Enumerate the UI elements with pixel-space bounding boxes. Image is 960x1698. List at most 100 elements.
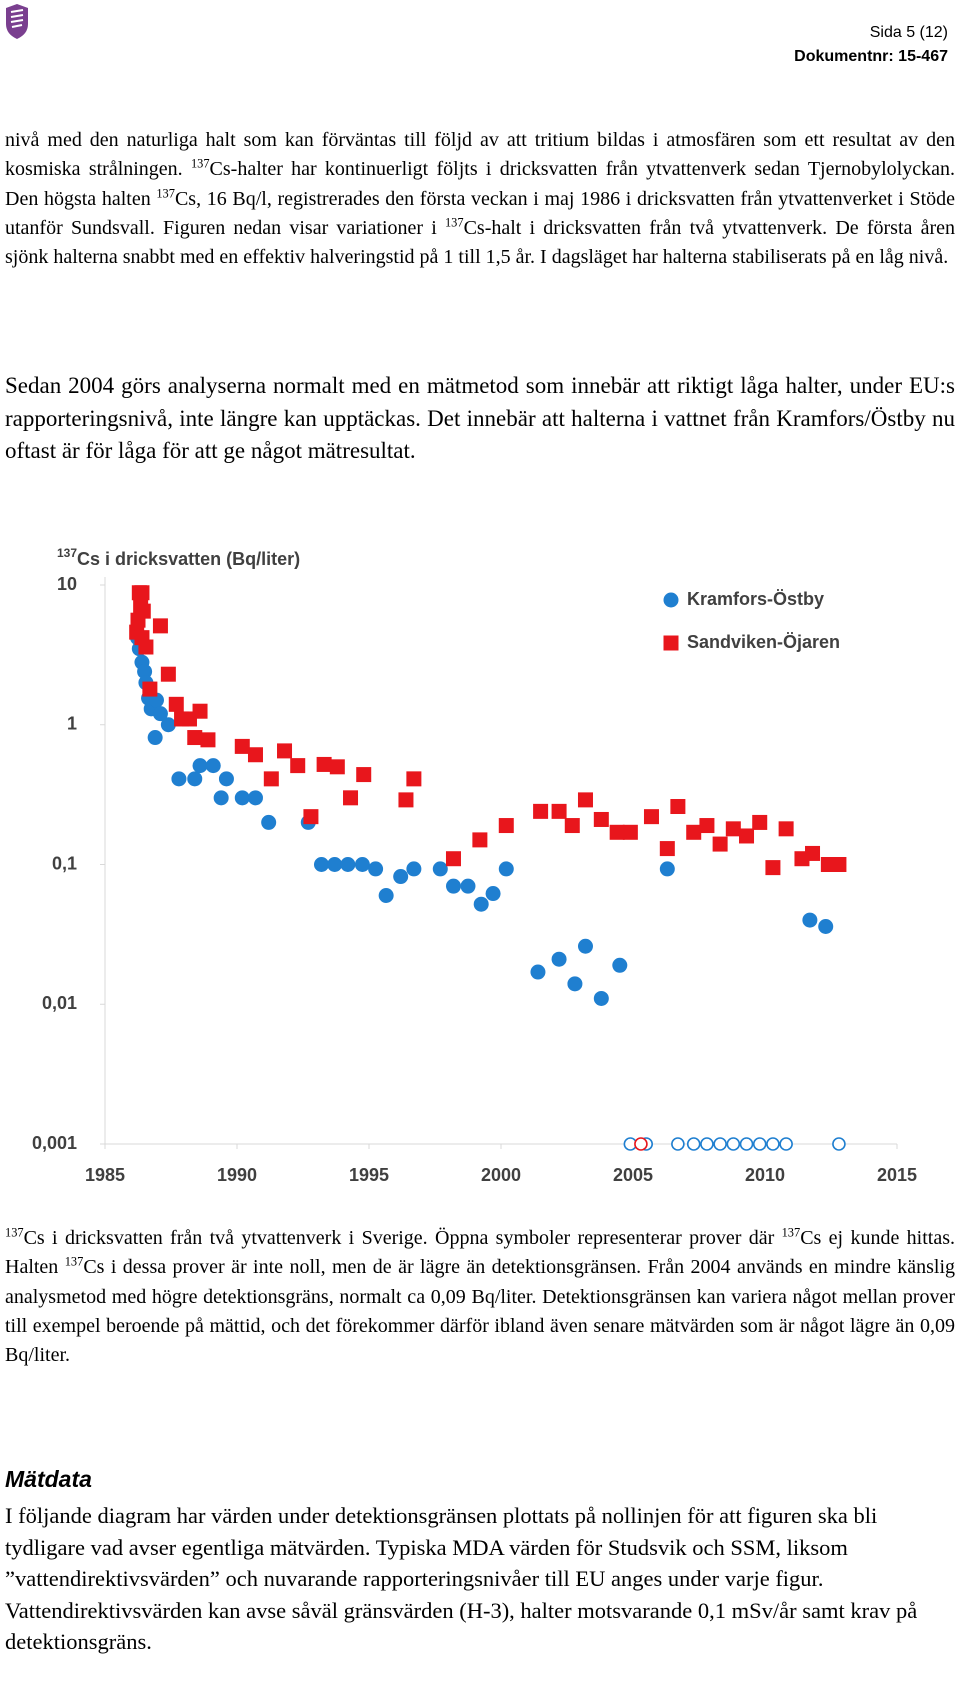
data-point [187, 730, 203, 746]
text-run: Cs i dricksvatten från två ytvattenverk … [23, 1227, 782, 1249]
data-point [393, 869, 409, 885]
data-point [700, 1137, 714, 1151]
data-point [303, 809, 319, 825]
data-point [593, 811, 609, 827]
data-point [234, 738, 250, 754]
data-point [313, 857, 329, 872]
data-point [445, 878, 461, 894]
data-point [277, 743, 293, 759]
legend-marker [663, 592, 679, 608]
data-point [530, 964, 546, 980]
data-point [200, 732, 216, 748]
logo [6, 4, 28, 39]
data-point [643, 809, 659, 825]
data-point [712, 836, 728, 852]
data-point [564, 818, 580, 834]
data-point [205, 758, 221, 774]
chart-title: 137Cs i dricksvatten (Bq/liter) [57, 546, 300, 569]
data-point [765, 860, 781, 876]
superscript: 137 [781, 1225, 801, 1240]
data-point [213, 790, 229, 806]
y-tick-label: 0,001 [32, 1133, 77, 1153]
data-point [622, 824, 638, 840]
doc-number: Dokumentnr: 15-467 [794, 48, 948, 65]
data-point [343, 790, 359, 806]
data-point [567, 976, 583, 992]
text-run: nivå med den naturliga halt som kan förv… [5, 129, 955, 181]
data-point [659, 861, 675, 877]
data-point [533, 803, 549, 819]
data-point [670, 799, 686, 815]
data-point [398, 792, 414, 808]
x-tick-label: 2015 [877, 1165, 917, 1185]
paragraph: Sedan 2004 görs analyserna normalt med e… [5, 370, 955, 468]
data-point [368, 861, 384, 877]
data-point [316, 756, 332, 772]
data-point [137, 664, 153, 680]
x-tick-label: 1990 [217, 1165, 257, 1185]
data-point [142, 681, 158, 697]
superscript: 137 [190, 156, 210, 171]
x-tick-label: 1985 [85, 1165, 125, 1185]
data-point [577, 792, 593, 808]
x-tick-label: 1995 [349, 1165, 389, 1185]
data-point [752, 1137, 767, 1151]
data-point [739, 1137, 754, 1151]
text-run: Cs-halt i dricksvatten från två ytvatten… [5, 216, 955, 269]
data-point [831, 857, 847, 872]
text-run: Cs ej kunde hittas. Halten [5, 1227, 956, 1279]
legend-label: Sandviken-Öjaren [687, 632, 840, 652]
data-point [766, 1137, 780, 1151]
chart: 137Cs i dricksvatten (Bq/liter) 10 1 0,1 0,… [32, 546, 917, 1185]
y-tick-label: 0,1 [52, 853, 77, 873]
data-point [290, 758, 306, 774]
data-point [671, 1137, 685, 1151]
x-tick-label: 2010 [745, 1165, 785, 1185]
data-point [171, 771, 187, 787]
data-point [739, 828, 755, 844]
data-point [247, 747, 263, 763]
title-text: Cs i dricksvatten (Bq/liter) [77, 549, 300, 569]
data-point [192, 703, 208, 719]
data-point [551, 951, 567, 967]
data-point [805, 845, 821, 861]
superscript: 137 [156, 185, 175, 200]
data-point [160, 666, 176, 682]
data-point [485, 886, 501, 902]
data-point [725, 821, 741, 837]
data-point [832, 1137, 846, 1151]
data-point [498, 861, 514, 877]
data-point [329, 759, 345, 775]
data-point [593, 990, 609, 1006]
paragraph: nivå med den naturliga halt som kan förv… [5, 126, 955, 272]
data-point [406, 861, 422, 877]
y-tick-label: 0,01 [42, 993, 77, 1013]
data-point [473, 896, 489, 912]
text-run: Cs-halter har kontinuerligt följts i dri… [5, 158, 955, 210]
data-point [686, 1137, 701, 1151]
data-point [327, 857, 343, 872]
data-point [609, 824, 625, 840]
text-run: Cs i dessa prover är inte noll, men de ä… [5, 1256, 956, 1367]
section-heading: Mätdata [5, 1466, 92, 1492]
y-tick-label: 10 [57, 574, 77, 594]
section-text: I följande diagram har värden under dete… [5, 1503, 918, 1654]
data-point [134, 585, 150, 601]
data-point [378, 888, 394, 904]
data-point [713, 1137, 727, 1151]
data-point [472, 832, 488, 848]
data-point [130, 612, 146, 628]
data-point [634, 1137, 648, 1151]
data-point [168, 696, 184, 712]
data-point [752, 814, 768, 830]
data-point [247, 790, 263, 806]
data-point [263, 771, 279, 787]
data-point [612, 957, 628, 973]
data-point [147, 730, 163, 746]
data-point [340, 857, 356, 872]
data-point [445, 851, 461, 867]
data-point [460, 878, 476, 894]
data-point [551, 803, 567, 819]
data-point [261, 814, 277, 830]
